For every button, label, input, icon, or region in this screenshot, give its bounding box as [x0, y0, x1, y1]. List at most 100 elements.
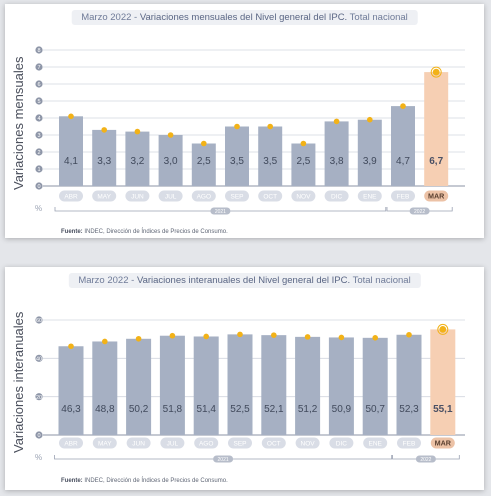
bar: [328, 337, 354, 435]
category-pill: [59, 437, 83, 449]
data-label: 3,0: [164, 156, 178, 167]
unit-label: %: [35, 204, 43, 213]
category-label: SEP: [233, 440, 246, 447]
data-label: 3,3: [97, 156, 111, 167]
y-tick-label: 7: [37, 65, 40, 71]
data-label: 6,7: [429, 156, 443, 167]
data-label: 2,5: [197, 156, 211, 167]
data-label: 52,5: [230, 404, 250, 415]
data-marker: [237, 331, 243, 338]
y-tick-dot: [35, 97, 43, 105]
data-marker: [267, 123, 274, 130]
bar: [295, 336, 321, 435]
category-label: DIC: [331, 193, 343, 200]
y-tick-label: 3: [37, 133, 40, 139]
bar: [227, 334, 253, 435]
marker-ring: [437, 323, 449, 335]
category-pill: [363, 437, 388, 449]
data-label: 50,7: [365, 404, 385, 415]
data-marker: [102, 338, 108, 345]
category-label: ABR: [64, 440, 78, 447]
category-pill: [191, 190, 216, 202]
y-tick-dot: [35, 165, 43, 173]
category-pill: [158, 190, 183, 202]
y-tick-dot: [35, 114, 43, 122]
bar: [362, 337, 388, 435]
category-label: MAR: [435, 438, 452, 447]
data-label: 4,7: [396, 156, 410, 167]
year-label: 2022: [414, 209, 425, 215]
data-label: 51,8: [163, 404, 183, 415]
source-note: Fuente: INDEC, Dirección de Índices de P…: [61, 478, 228, 484]
y-tick-label: 60: [36, 318, 42, 324]
data-label: 3,5: [263, 156, 277, 167]
source-note: Fuente: INDEC, Dirección de Índices de P…: [61, 229, 228, 235]
bar: [158, 135, 183, 186]
y-tick-dot: [35, 182, 43, 190]
category-label: JUL: [167, 440, 179, 447]
data-marker: [134, 128, 141, 135]
data-marker: [400, 103, 406, 109]
category-pill: [228, 437, 252, 449]
y-tick-label: 1: [37, 167, 40, 173]
year-pill: [409, 207, 430, 215]
category-label: FEB: [397, 193, 410, 200]
year-label: 2021: [218, 457, 229, 463]
bar: [261, 335, 287, 435]
data-label: 3,8: [330, 156, 344, 167]
bar: [191, 143, 216, 186]
category-label: AGO: [199, 440, 213, 447]
category-pill: [225, 190, 249, 202]
data-marker: [135, 335, 142, 342]
category-label: MAR: [428, 191, 445, 200]
data-marker: [300, 140, 307, 147]
bar: [126, 338, 152, 435]
bar: [58, 346, 84, 435]
bar: [324, 121, 349, 186]
y-tick-label: 2: [37, 150, 40, 156]
category-label: AGO: [197, 193, 211, 200]
bar: [159, 335, 185, 435]
category-label: MAY: [97, 193, 111, 200]
bar: [59, 116, 83, 186]
y-tick-dot: [35, 354, 43, 362]
y-tick-dot: [35, 316, 43, 324]
y-tick-dot: [35, 431, 43, 439]
data-marker: [201, 140, 207, 147]
category-label: NOV: [296, 193, 311, 200]
year-pill: [213, 455, 234, 463]
year-pill: [210, 207, 231, 215]
data-label: 51,4: [196, 404, 216, 415]
data-label: 3,5: [230, 156, 244, 167]
category-label: OCT: [263, 193, 277, 200]
bar: [291, 143, 316, 186]
bar: [391, 106, 415, 186]
data-marker: [68, 343, 74, 350]
bar: [258, 126, 283, 186]
data-label: 3,2: [130, 156, 144, 167]
data-marker: [439, 325, 447, 333]
category-pill: [424, 190, 449, 202]
data-marker: [169, 332, 176, 339]
category-pill: [125, 190, 150, 202]
bar: [225, 126, 249, 186]
y-tick-dot: [35, 46, 43, 54]
category-label: FEB: [403, 440, 416, 447]
interannual-bar-chart: 0 20 40 60 46,3 ABR 48,8 MAY 50,2 JUN 51,8 JUL 51,4 A…: [35, 316, 465, 463]
category-label: NOV: [301, 440, 316, 447]
bar: [424, 72, 449, 186]
category-pill: [397, 437, 421, 449]
y-tick-dot: [35, 393, 43, 401]
category-label: JUN: [132, 440, 145, 447]
category-label: MAY: [98, 440, 112, 447]
data-label: 50,9: [332, 404, 352, 415]
data-marker: [338, 334, 345, 341]
bar: [92, 341, 118, 435]
category-label: ABR: [64, 193, 78, 200]
data-marker: [432, 68, 440, 76]
data-label: 4,1: [64, 156, 78, 167]
data-label: 3,9: [363, 156, 377, 167]
marker-ring: [430, 66, 442, 78]
data-label: 2,5: [296, 156, 310, 167]
category-pill: [295, 437, 320, 449]
